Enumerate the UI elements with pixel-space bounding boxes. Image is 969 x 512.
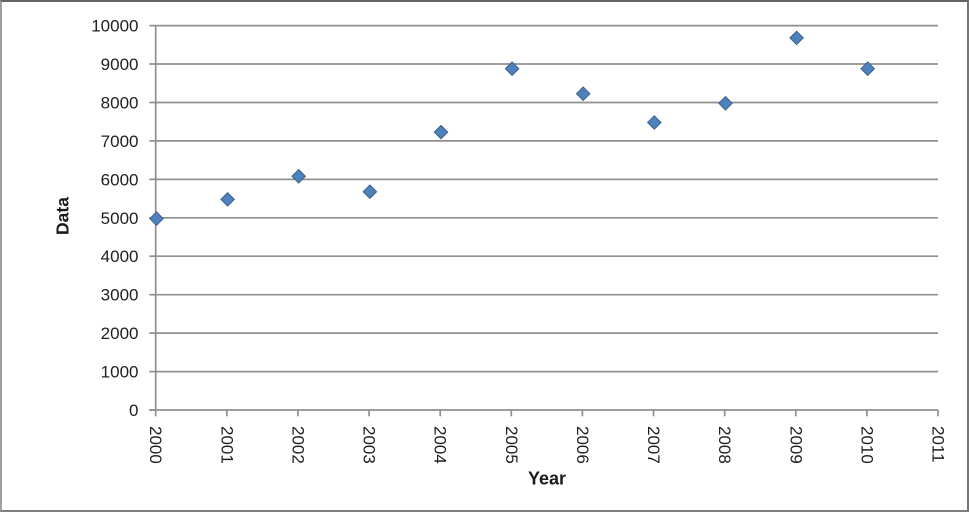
svg-text:2003: 2003 bbox=[360, 426, 379, 464]
svg-text:2006: 2006 bbox=[573, 426, 592, 464]
svg-text:2000: 2000 bbox=[101, 324, 139, 343]
svg-text:5000: 5000 bbox=[101, 209, 139, 228]
svg-text:2004: 2004 bbox=[431, 426, 450, 464]
svg-text:8000: 8000 bbox=[101, 94, 139, 113]
svg-text:6000: 6000 bbox=[101, 170, 139, 189]
svg-text:7000: 7000 bbox=[101, 132, 139, 151]
svg-text:4000: 4000 bbox=[101, 247, 139, 266]
svg-text:1000: 1000 bbox=[101, 363, 139, 382]
svg-text:Year: Year bbox=[528, 469, 566, 489]
svg-text:2008: 2008 bbox=[715, 426, 734, 464]
svg-text:2001: 2001 bbox=[217, 426, 236, 464]
svg-text:2000: 2000 bbox=[146, 426, 165, 464]
svg-text:2010: 2010 bbox=[857, 426, 876, 464]
svg-text:2009: 2009 bbox=[786, 426, 805, 464]
svg-text:9000: 9000 bbox=[101, 55, 139, 74]
svg-text:3000: 3000 bbox=[101, 286, 139, 305]
svg-text:2011: 2011 bbox=[929, 426, 948, 463]
svg-text:0: 0 bbox=[129, 401, 138, 420]
svg-text:2002: 2002 bbox=[288, 426, 307, 464]
svg-text:2005: 2005 bbox=[502, 426, 521, 464]
svg-text:10000: 10000 bbox=[91, 17, 138, 36]
svg-text:2007: 2007 bbox=[644, 426, 663, 464]
svg-text:Data: Data bbox=[53, 197, 73, 235]
